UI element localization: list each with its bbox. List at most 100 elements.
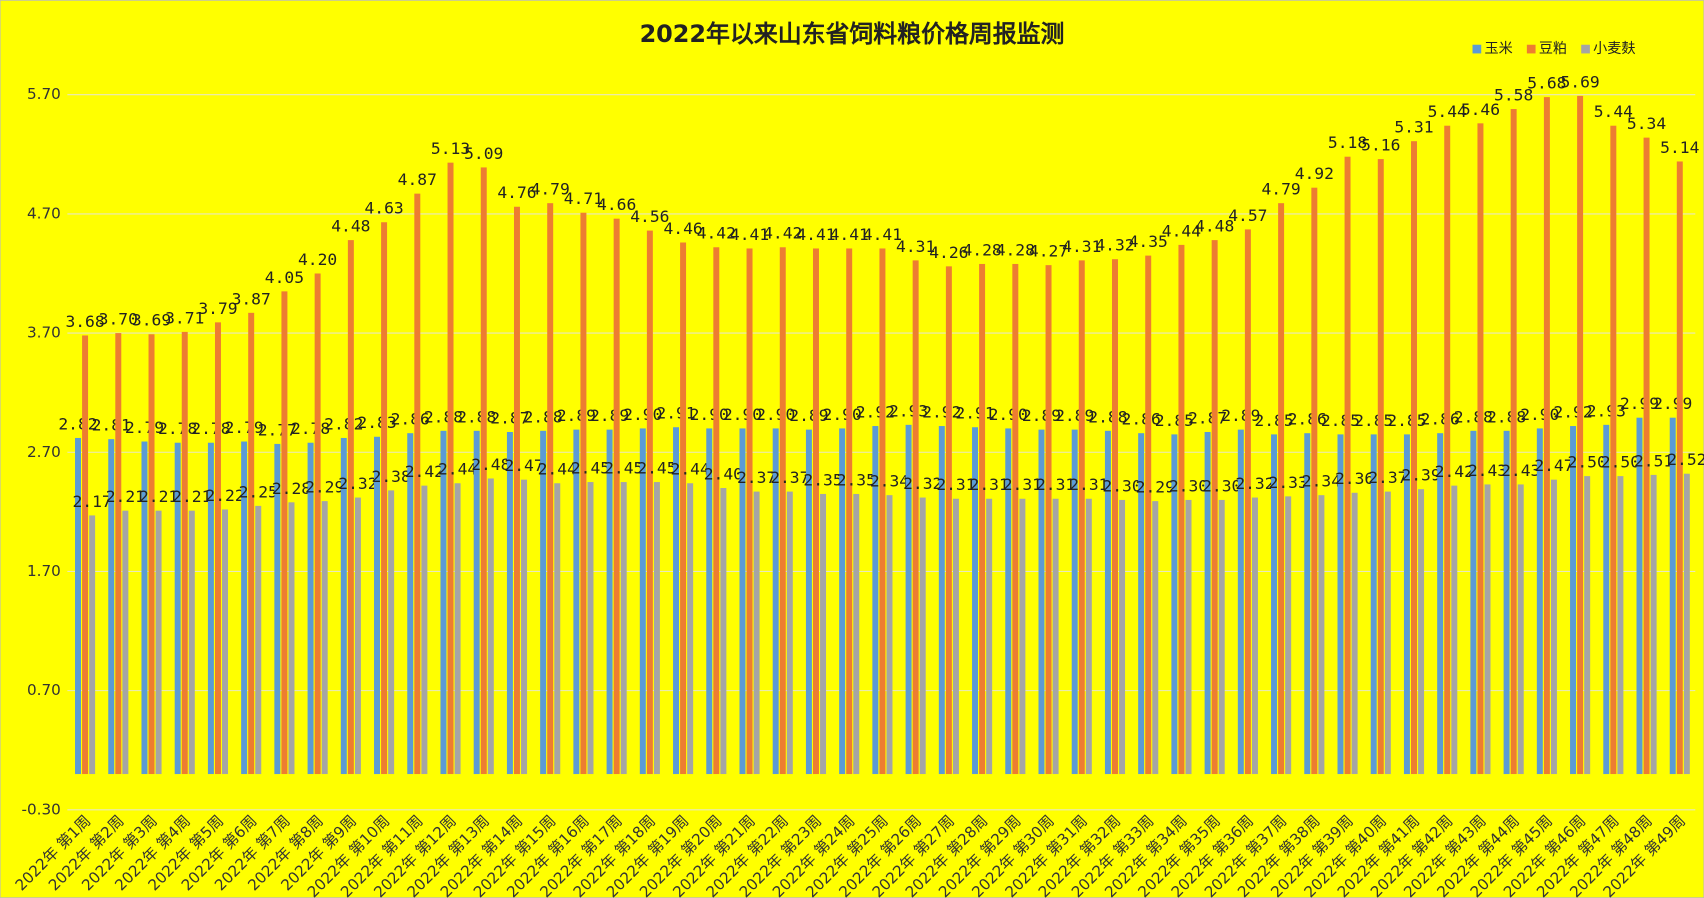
bar xyxy=(1271,434,1278,775)
bar xyxy=(141,441,148,775)
bar xyxy=(1418,489,1425,775)
value-label: 4.27 xyxy=(1029,242,1068,261)
value-label: 4.20 xyxy=(298,250,337,269)
bar xyxy=(1311,187,1318,775)
value-label: 2.34 xyxy=(1302,472,1341,491)
legend-swatch xyxy=(1472,44,1482,54)
bar xyxy=(713,247,720,775)
bar xyxy=(414,193,421,775)
value-label: 5.46 xyxy=(1461,100,1500,119)
bar xyxy=(1145,255,1152,775)
value-label: 2.50 xyxy=(1568,453,1607,472)
value-label: 2.47 xyxy=(504,456,543,475)
value-label: 4.26 xyxy=(929,243,968,262)
bar xyxy=(540,430,547,775)
value-label: 4.28 xyxy=(996,240,1035,259)
bar xyxy=(148,334,155,775)
value-label: 2.44 xyxy=(538,460,577,479)
bar xyxy=(573,429,580,775)
bar xyxy=(1071,429,1078,775)
bar xyxy=(255,505,262,775)
y-tick-label: 0.70 xyxy=(27,681,61,699)
value-label: 3.69 xyxy=(132,311,171,330)
value-label: 2.37 xyxy=(1368,468,1407,487)
bar xyxy=(1451,485,1458,775)
chart-title: 2022年以来山东省饲料粮价格周报监测 xyxy=(640,20,1065,48)
value-label: 2.22 xyxy=(205,486,244,505)
bar xyxy=(354,497,361,775)
bar xyxy=(1584,476,1591,775)
y-tick-label: 3.70 xyxy=(27,324,61,342)
bar xyxy=(979,263,986,775)
bar xyxy=(986,498,993,775)
bar xyxy=(1211,240,1218,775)
value-label: 4.92 xyxy=(1295,164,1334,183)
bar xyxy=(779,247,786,775)
value-label: 4.79 xyxy=(1261,180,1300,199)
bar xyxy=(454,483,461,775)
value-label: 4.41 xyxy=(796,225,835,244)
bar xyxy=(1005,428,1012,775)
bar xyxy=(772,428,779,775)
bar xyxy=(1112,259,1118,775)
bar xyxy=(1085,498,1092,775)
bar xyxy=(720,488,727,775)
bar xyxy=(274,443,281,775)
value-label: 5.58 xyxy=(1494,85,1533,104)
bar xyxy=(521,479,528,775)
value-label: 3.71 xyxy=(165,308,204,327)
bar xyxy=(547,203,554,775)
value-label: 4.87 xyxy=(398,170,437,189)
value-label: 2.33 xyxy=(1269,473,1308,492)
value-label: 4.35 xyxy=(1129,232,1168,251)
legend-label: 小麦麸 xyxy=(1593,41,1635,57)
value-label: 2.29 xyxy=(1136,478,1175,497)
bar xyxy=(207,442,214,775)
value-label: 5.44 xyxy=(1594,102,1633,121)
bar xyxy=(952,498,959,775)
bar xyxy=(1278,203,1285,775)
bar xyxy=(281,291,288,775)
bar xyxy=(340,437,347,775)
bar xyxy=(786,491,793,775)
bar xyxy=(122,510,129,775)
value-label: 2.45 xyxy=(571,459,610,478)
bar xyxy=(805,429,812,775)
bar xyxy=(1643,137,1650,775)
bar xyxy=(1119,499,1126,775)
bar xyxy=(381,222,388,775)
bar xyxy=(506,431,513,775)
value-label: 2.39 xyxy=(1401,466,1440,485)
bar xyxy=(739,428,746,775)
bar xyxy=(1237,429,1244,775)
value-label: 2.51 xyxy=(1634,451,1673,470)
bar xyxy=(1337,434,1344,775)
value-label: 5.16 xyxy=(1361,136,1400,155)
value-label: 2.31 xyxy=(970,475,1009,494)
bar xyxy=(912,260,919,775)
bar xyxy=(687,483,694,775)
bar xyxy=(938,426,945,775)
value-label: 2.21 xyxy=(106,487,145,506)
bar xyxy=(905,424,912,775)
value-label: 4.57 xyxy=(1228,206,1267,225)
legend-label: 豆粕 xyxy=(1539,41,1567,57)
value-label: 2.50 xyxy=(1601,453,1640,472)
value-label: 2.32 xyxy=(903,474,942,493)
bar xyxy=(473,430,480,775)
bar xyxy=(673,427,680,775)
value-label: 2.31 xyxy=(1069,475,1108,494)
value-label: 2.37 xyxy=(737,468,776,487)
value-label: 4.66 xyxy=(597,195,636,214)
bar xyxy=(1577,95,1584,775)
bar xyxy=(1444,125,1451,775)
value-label: 5.31 xyxy=(1394,118,1433,137)
value-label: 2.17 xyxy=(73,492,112,511)
bar xyxy=(653,482,660,775)
bar xyxy=(919,497,926,775)
bar xyxy=(1550,479,1557,775)
bar xyxy=(879,248,886,775)
value-label: 2.25 xyxy=(239,482,278,501)
bar xyxy=(1437,433,1444,775)
